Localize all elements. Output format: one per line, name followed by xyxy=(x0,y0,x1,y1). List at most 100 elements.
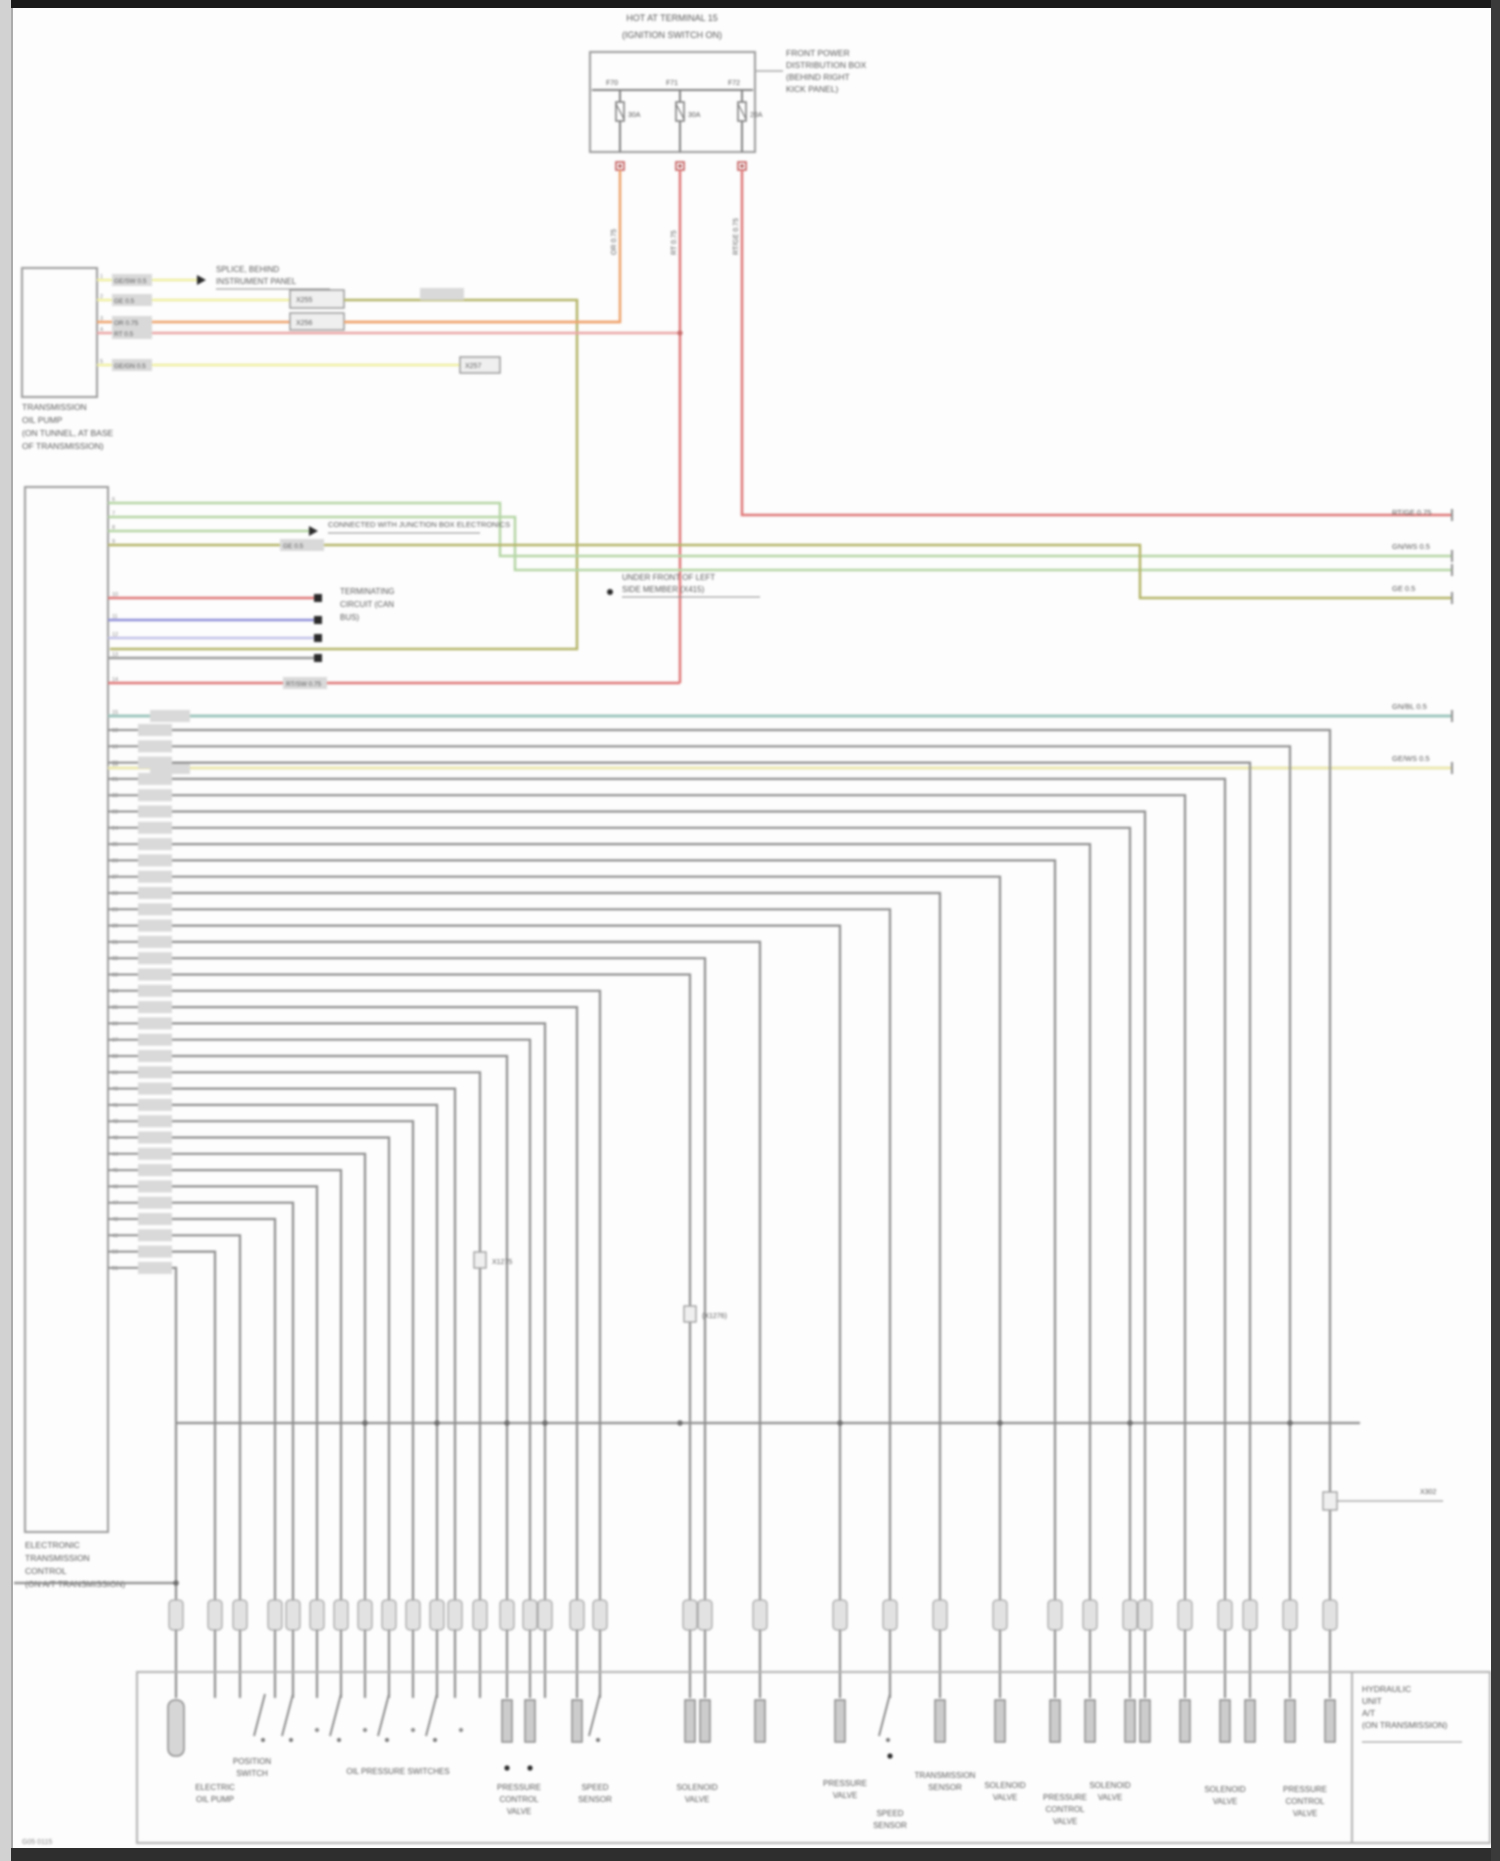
wire-code-box xyxy=(138,952,172,965)
supply-location-label: FRONT POWER xyxy=(786,48,850,58)
junction-dot xyxy=(504,1420,510,1426)
fan-wire xyxy=(172,1005,579,1600)
splice-note: SPLICE, BEHIND xyxy=(216,265,279,274)
can-note: TERMINATING xyxy=(340,587,395,596)
hydraulic-unit-box xyxy=(136,1671,1491,1844)
component-label: SENSOR xyxy=(578,1795,612,1804)
switch-blade xyxy=(281,1693,294,1737)
connector-pin-icon xyxy=(381,1599,397,1631)
wire-code-box xyxy=(138,1066,172,1079)
component-label: CONTROL xyxy=(1045,1805,1085,1814)
fan-wire xyxy=(172,810,1147,1600)
connector-pin-icon xyxy=(357,1599,373,1631)
pump-label: OF TRANSMISSION) xyxy=(22,441,104,451)
connector-pin-icon xyxy=(1322,1599,1338,1631)
component-label: VALVE xyxy=(993,1793,1018,1802)
component-label: VALVE xyxy=(1053,1817,1078,1826)
valve-symbol xyxy=(934,1699,946,1743)
junction-dot xyxy=(504,1765,510,1771)
wire-code-box xyxy=(138,919,172,932)
supply-title: (IGNITION SWITCH ON) xyxy=(622,30,722,40)
connector-pin-icon xyxy=(569,1599,585,1631)
connector-pin-icon xyxy=(752,1599,768,1631)
component-label: POSITION xyxy=(233,1757,271,1766)
pump-box xyxy=(21,267,98,398)
switch-blade xyxy=(377,1693,390,1737)
splice-square xyxy=(314,654,322,662)
diagram-art: HOT AT TERMINAL 15 (IGNITION SWITCH ON) FR… xyxy=(14,13,1491,1846)
connector-pin-icon xyxy=(1217,1599,1233,1631)
wire-code-box xyxy=(138,887,172,899)
wire-code-box xyxy=(138,935,172,948)
wire-green xyxy=(108,501,1452,558)
wire-code: GE 0.5 xyxy=(283,543,304,550)
pin-number: 6 xyxy=(112,497,115,503)
splice-square xyxy=(314,616,322,624)
connector-pin-icon xyxy=(232,1599,248,1631)
valve-symbol xyxy=(994,1699,1006,1743)
fan-wire xyxy=(172,940,762,1600)
ecm-label: TRANSMISSION xyxy=(25,1553,90,1563)
ecm-box xyxy=(24,486,109,1533)
fan-wire xyxy=(172,908,892,1600)
fan-wire xyxy=(172,745,1292,1600)
junction-dot xyxy=(1127,1420,1133,1426)
connector-pin-icon xyxy=(447,1599,463,1631)
connector-name: X257 xyxy=(465,363,481,370)
connector-pin-icon xyxy=(285,1599,301,1631)
pin-number: 3 xyxy=(100,316,103,322)
junction-dot xyxy=(678,164,682,168)
wire-green xyxy=(108,515,1452,572)
wire-code-right: GN/BL 0.5 xyxy=(1392,702,1427,711)
unit-label: A/T xyxy=(1362,1708,1375,1718)
junction-dot xyxy=(434,1420,440,1426)
fuse-element xyxy=(675,103,685,120)
fan-wire xyxy=(172,924,842,1600)
wire-code-box xyxy=(138,756,172,769)
pin-number: 14 xyxy=(112,677,118,683)
fan-wire xyxy=(172,1136,391,1600)
connector-name: X302 xyxy=(1420,1489,1436,1496)
junction-dot xyxy=(173,1580,179,1586)
junction-dot xyxy=(527,1765,533,1771)
fuse-element xyxy=(615,103,625,120)
junction-dot xyxy=(261,1738,265,1742)
component-label: CONTROL xyxy=(499,1795,539,1804)
wire-code-box xyxy=(138,1082,172,1095)
junction-dot xyxy=(315,1728,319,1732)
wire-code: GE/SW 0.5 xyxy=(114,278,147,285)
component-label: PRESSURE xyxy=(823,1779,867,1788)
wire-code: OR 0.75 xyxy=(114,320,139,327)
component-label: SOLENOID xyxy=(1204,1785,1246,1794)
wire-code-box xyxy=(150,710,190,722)
pin-number: 1 xyxy=(100,274,103,280)
fuse-rating: 30A xyxy=(628,112,641,119)
junction-dot xyxy=(607,589,613,595)
junction-dot xyxy=(459,1728,463,1732)
component-label: SPEED xyxy=(581,1783,608,1792)
junction-dot xyxy=(677,330,683,336)
wire-code-vertical: OR 0.75 xyxy=(611,229,618,255)
connector-name: (X1276) xyxy=(702,1313,727,1320)
junction-dot xyxy=(337,1738,341,1742)
fan-wire xyxy=(172,1022,547,1600)
splice-note: CONNECTED WITH JUNCTION BOX ELECTRONICS xyxy=(328,520,510,529)
fuse-rating: 20A xyxy=(750,112,763,119)
junction-dot xyxy=(411,1728,415,1732)
wire-code-box xyxy=(138,1098,172,1111)
component-label: VALVE xyxy=(833,1791,858,1800)
pin-number: 12 xyxy=(112,632,118,638)
connector-pin-icon xyxy=(168,1599,184,1631)
connector-pin-icon xyxy=(932,1599,948,1631)
connector-pin-icon xyxy=(1122,1599,1138,1631)
valve-symbol xyxy=(1244,1699,1256,1743)
fan-wire xyxy=(172,973,692,1600)
switch-blade xyxy=(329,1693,342,1737)
valve-symbol xyxy=(1219,1699,1231,1743)
connector-pin-icon xyxy=(1282,1599,1298,1631)
wire-code-box xyxy=(420,288,464,300)
fuse-name: F70 xyxy=(606,80,618,87)
connector-pin-icon xyxy=(429,1599,445,1631)
switch-blade xyxy=(588,1693,601,1737)
